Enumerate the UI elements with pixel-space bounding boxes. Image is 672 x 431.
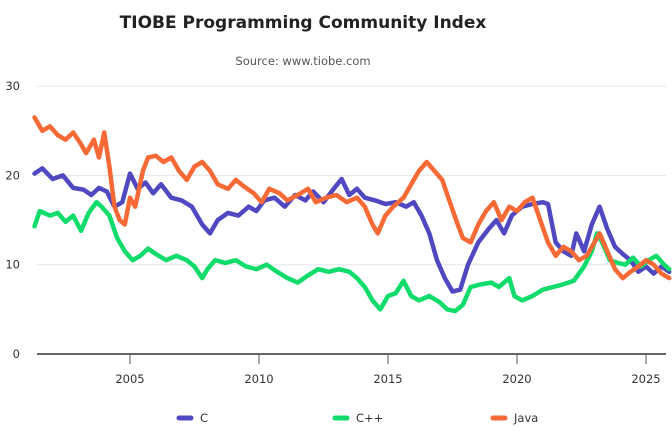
x-tick-label: 2025: [631, 372, 660, 386]
y-tick-label: 10: [5, 258, 20, 272]
legend: C C++ Java: [176, 411, 538, 425]
legend-label: C++: [356, 411, 383, 425]
x-tick-label: 2010: [244, 372, 273, 386]
legend-label: Java: [513, 411, 538, 425]
y-axis-labels: 0 10 20 30: [5, 79, 20, 361]
chart-subtitle: Source: www.tiobe.com: [235, 54, 370, 68]
series-line-java[interactable]: [32, 115, 672, 281]
legend-label: C: [200, 411, 208, 425]
chart-title: TIOBE Programming Community Index: [120, 13, 487, 33]
legend-item-c[interactable]: C: [176, 411, 208, 425]
x-axis: 2005 2010 2015 2020 2025: [37, 353, 666, 386]
legend-item-java[interactable]: Java: [490, 411, 538, 425]
legend-item-cpp[interactable]: C++: [332, 411, 383, 425]
plot-area: [32, 115, 672, 314]
series-line-cpp[interactable]: [32, 199, 672, 314]
x-tick-label: 2015: [373, 372, 402, 386]
y-tick-label: 20: [5, 168, 20, 182]
y-tick-label: 0: [13, 347, 20, 361]
y-tick-label: 30: [5, 79, 20, 93]
x-tick-label: 2005: [115, 372, 144, 386]
x-tick-label: 2020: [502, 372, 531, 386]
